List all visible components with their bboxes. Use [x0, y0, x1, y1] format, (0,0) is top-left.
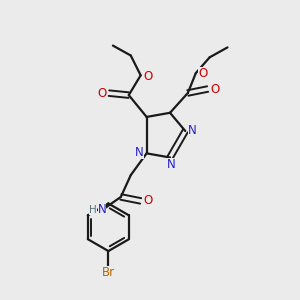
Text: O: O: [143, 70, 152, 83]
Text: H: H: [89, 205, 97, 215]
Text: O: O: [143, 194, 152, 207]
Text: O: O: [98, 87, 106, 100]
Text: O: O: [198, 67, 207, 80]
Text: Br: Br: [102, 266, 115, 279]
Text: N: N: [135, 146, 144, 159]
Text: O: O: [210, 82, 219, 95]
Text: N: N: [188, 124, 197, 136]
Text: N: N: [167, 158, 176, 171]
Text: N: N: [98, 203, 106, 216]
